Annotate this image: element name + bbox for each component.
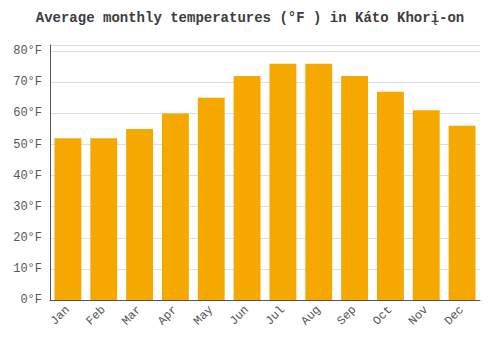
svg-text:20°F: 20°F	[13, 231, 42, 245]
svg-text:0°F: 0°F	[20, 293, 42, 307]
svg-text:Average monthly temperatures (: Average monthly temperatures (°F ) in Ká…	[36, 10, 464, 26]
svg-text:Jan: Jan	[48, 303, 73, 328]
svg-text:40°F: 40°F	[13, 169, 42, 183]
svg-text:70°F: 70°F	[13, 75, 42, 89]
svg-text:Apr: Apr	[155, 303, 180, 328]
svg-text:10°F: 10°F	[13, 262, 42, 276]
svg-text:Sep: Sep	[334, 303, 359, 328]
svg-text:Oct: Oct	[370, 303, 395, 328]
svg-text:Aug: Aug	[299, 303, 324, 328]
svg-text:Feb: Feb	[84, 303, 109, 328]
svg-text:Nov: Nov	[406, 303, 431, 328]
svg-text:50°F: 50°F	[13, 138, 42, 152]
svg-text:Mar: Mar	[119, 303, 144, 328]
svg-text:30°F: 30°F	[13, 200, 42, 214]
svg-text:Jul: Jul	[263, 303, 288, 328]
svg-text:May: May	[191, 303, 216, 328]
svg-text:80°F: 80°F	[13, 44, 42, 58]
svg-text:Jun: Jun	[227, 303, 252, 328]
svg-text:60°F: 60°F	[13, 106, 42, 120]
svg-text:Dec: Dec	[442, 303, 467, 328]
